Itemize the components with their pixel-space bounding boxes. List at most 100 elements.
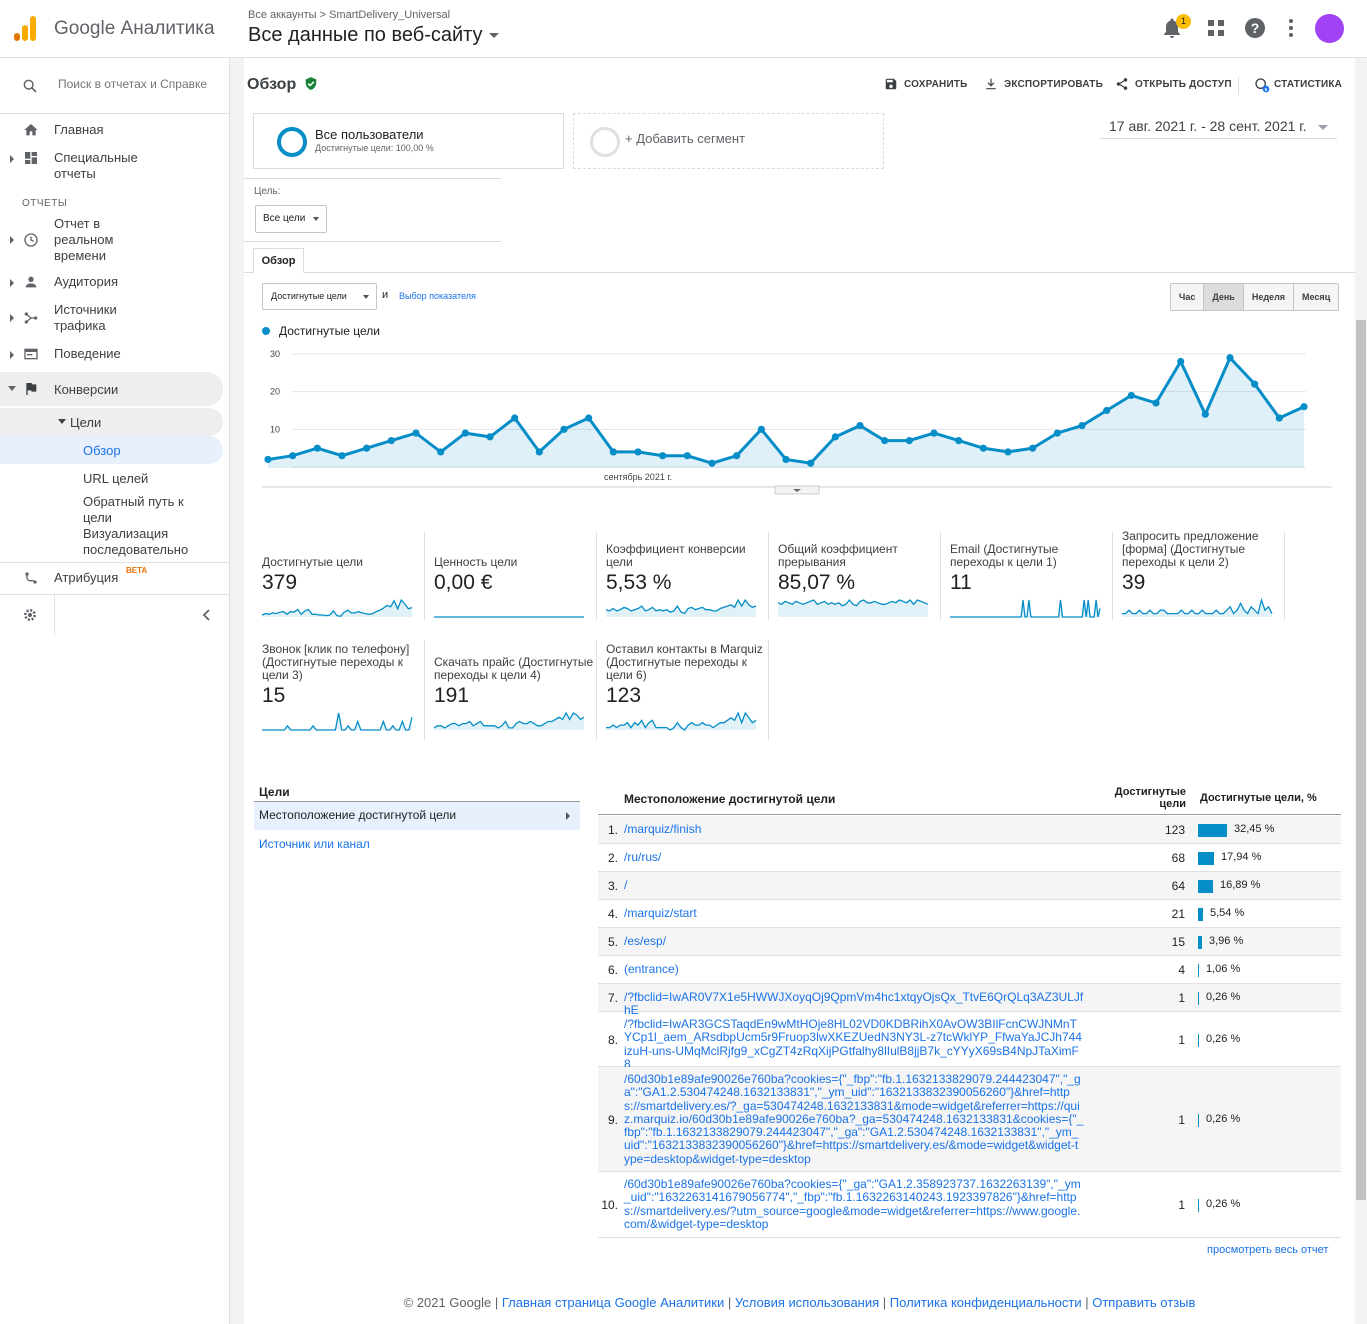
chart-point[interactable] (1029, 444, 1037, 452)
goal-location-link[interactable]: /marquiz/finish (624, 822, 702, 836)
chart-point[interactable] (733, 452, 741, 460)
date-range-picker[interactable]: 17 авг. 2021 г. - 28 сент. 2021 г. (1109, 118, 1329, 134)
goals-panel-selected[interactable]: Местоположение достигнутой цели (254, 802, 580, 830)
chart-point[interactable] (856, 421, 864, 430)
choose-metric-link[interactable]: Выбор показателя (399, 291, 476, 301)
gear-icon[interactable] (22, 607, 38, 623)
breadcrumb-all-accounts[interactable]: Все аккаунты (248, 9, 317, 21)
goal-location-link[interactable]: /es/esp/ (624, 934, 667, 948)
chart-point[interactable] (807, 459, 815, 467)
sidebar-item-behavior[interactable]: Поведение (0, 346, 224, 364)
hour-button[interactable]: Час (1171, 284, 1205, 310)
scorecard[interactable]: Оставил контакты в Marquiz (Достигнутые … (606, 642, 766, 731)
metric-select[interactable]: Достигнутые цели (262, 283, 377, 310)
view-selector[interactable]: Все данные по веб-сайту (248, 24, 499, 47)
goal-location-link[interactable]: /?fbclid=IwAR3GCSTaqdEn9wMtHOje8HL02VD0K… (624, 1017, 1082, 1071)
avatar[interactable] (1315, 14, 1344, 43)
chart-point[interactable] (511, 414, 519, 422)
tab-overview[interactable]: Обзор (253, 248, 304, 273)
chart-point[interactable] (313, 444, 321, 452)
scorecard[interactable]: Достигнутые цели 379 (262, 529, 422, 618)
chart-point[interactable] (1275, 414, 1283, 422)
chart-point[interactable] (881, 437, 889, 445)
footer-terms-link[interactable]: Условия использования (734, 1295, 880, 1310)
footer-home-link[interactable]: Главная страница Google Аналитики (501, 1295, 725, 1310)
goal-select[interactable]: Все цели (255, 205, 327, 233)
sidebar-item-acquisition[interactable]: Источники трафика (0, 302, 224, 336)
scorecard[interactable]: Коэффициент конверсии цели 5,53 % (606, 529, 766, 617)
table-header-percent[interactable]: Достигнутые цели, % (1200, 792, 1317, 804)
scorecard[interactable]: Звонок [клик по телефону] (Достигнутые п… (262, 642, 422, 731)
sidebar-item-attribution[interactable]: Атрибуция BETA (0, 566, 224, 588)
chart-point[interactable] (1201, 410, 1209, 418)
sidebar-item-conversions[interactable]: Конверсии (0, 372, 223, 406)
chart-point[interactable] (905, 437, 913, 445)
sidebar-item-home[interactable]: Главная (0, 122, 224, 140)
chart-point[interactable] (1177, 357, 1185, 366)
chart-point[interactable] (560, 425, 568, 433)
chart-point[interactable] (1300, 403, 1308, 411)
chart-point[interactable] (412, 429, 420, 437)
chart-point[interactable] (387, 437, 395, 445)
chart-point[interactable] (782, 455, 790, 464)
chart-point[interactable] (486, 433, 494, 441)
chart-point[interactable] (461, 429, 469, 437)
segment-all-users[interactable]: Все пользователи Достигнутые цели: 100,0… (253, 113, 564, 169)
insights-button[interactable]: 5 СТАТИСТИКА (1255, 78, 1342, 93)
scorecard[interactable]: Скачать прайс (Достигнутые переходы к це… (434, 642, 594, 730)
sidebar-item-funnel-visualization[interactable]: Визуализация последовательно (83, 526, 189, 557)
chart-point[interactable] (831, 433, 839, 441)
collapse-chevron-icon[interactable] (201, 609, 213, 621)
sidebar-item-custom-reports[interactable]: Специальные отчеты (0, 150, 224, 184)
sidebar-item-goal-urls[interactable]: URL целей (83, 471, 149, 486)
chart-point[interactable] (1053, 429, 1061, 437)
chart-point[interactable] (659, 452, 667, 460)
save-button[interactable]: СОХРАНИТЬ (885, 78, 968, 90)
chart-point[interactable] (708, 459, 716, 467)
search-input[interactable] (58, 77, 208, 91)
sidebar-item-audience[interactable]: Аудитория (0, 274, 224, 292)
scorecard[interactable]: Email (Достигнутые переходы к цели 1) 11 (950, 529, 1110, 618)
sidebar-item-goals[interactable]: Цели (0, 408, 223, 436)
sidebar-item-reverse-path[interactable]: Обратный путь к цели (83, 494, 184, 525)
chart-point[interactable] (289, 452, 297, 460)
chart-point[interactable] (683, 452, 691, 460)
chart-point[interactable] (1226, 354, 1234, 362)
sidebar-item-realtime[interactable]: Отчет в реальном времени (0, 216, 224, 266)
goal-location-link[interactable]: / (624, 878, 628, 892)
footer-privacy-link[interactable]: Политика конфиденциальности (889, 1295, 1082, 1310)
chart-point[interactable] (609, 448, 617, 456)
scrollbar-thumb[interactable] (1356, 320, 1366, 1200)
source-medium-link[interactable]: Источник или канал (259, 837, 370, 851)
sidebar-item-goals-overview[interactable]: Обзор (0, 436, 223, 464)
chart-point[interactable] (1152, 399, 1160, 407)
more-vert-icon[interactable] (1279, 16, 1303, 40)
goal-location-link[interactable]: /ru/rus/ (624, 850, 662, 864)
apps-grid-icon[interactable] (1204, 16, 1228, 40)
chart-point[interactable] (757, 425, 765, 433)
month-button[interactable]: Месяц (1294, 284, 1339, 310)
chart-point[interactable] (585, 414, 593, 422)
chart-point[interactable] (634, 448, 642, 456)
chart-point[interactable] (979, 444, 987, 452)
scorecard[interactable]: Запросить предложение [форма] (Достигнут… (1122, 529, 1282, 617)
goal-location-link[interactable]: /60d30b1e89afe90026e760ba?cookies={"_fbp… (624, 1072, 1084, 1166)
footer-feedback-link[interactable]: Отправить отзыв (1092, 1295, 1196, 1310)
goal-location-link[interactable]: (entrance) (624, 962, 679, 976)
chart-point[interactable] (955, 437, 963, 445)
add-segment-button[interactable]: + Добавить сегмент (573, 113, 884, 169)
table-header-location[interactable]: Местоположение достигнутой цели (624, 792, 836, 806)
week-button[interactable]: Неделя (1243, 284, 1295, 310)
help-icon[interactable]: ? (1243, 16, 1267, 40)
chart-point[interactable] (1078, 421, 1086, 430)
chart-point[interactable] (1103, 406, 1111, 415)
chart-point[interactable] (264, 455, 272, 464)
export-button[interactable]: ЭКСПОРТИРОВАТЬ (986, 78, 1103, 90)
chart-point[interactable] (1251, 380, 1259, 388)
goal-location-link[interactable]: /60d30b1e89afe90026e760ba?cookies={"_ga"… (624, 1177, 1081, 1231)
view-full-report-link[interactable]: просмотреть весь отчет (1207, 1244, 1329, 1256)
chart-point[interactable] (338, 452, 346, 460)
scorecard[interactable]: Ценность цели 0,00 € (434, 529, 594, 618)
chart-point[interactable] (1127, 391, 1135, 400)
chart-point[interactable] (1004, 448, 1012, 456)
